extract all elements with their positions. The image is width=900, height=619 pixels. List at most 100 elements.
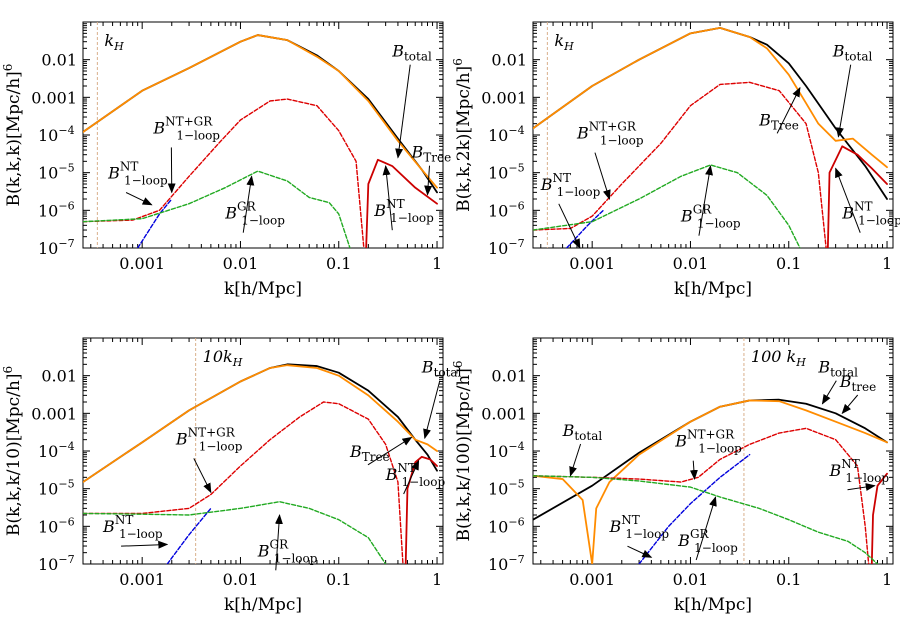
annotation-label: Btotal (817, 358, 858, 380)
annotation-label: BNT 1−loop (107, 160, 168, 188)
y-tick-label: 10−6 (488, 199, 525, 220)
y-tick-label: 10−5 (488, 162, 525, 183)
x-tick-label: 1 (432, 570, 442, 589)
annotation-arrow (594, 152, 611, 200)
y-tick-label: 10−6 (38, 515, 75, 536)
series-b-1-loop-nt-gr (83, 98, 365, 248)
annotation-label: Btotal (832, 42, 873, 64)
series-b-1-loop-nt-ir- (638, 453, 751, 564)
x-tick-label: 0.01 (673, 254, 709, 273)
annotation-label: BNT 1−loop (102, 513, 163, 541)
annotation-label: BTree (411, 143, 452, 165)
annotation-arrow (695, 496, 717, 561)
annotation-label: Btree (839, 372, 877, 394)
annotation-arrow (193, 458, 212, 494)
series-b-1-loop-gr (83, 170, 351, 248)
y-axis-label: B(k,k,k)[Mpc/h]6 (1, 64, 24, 207)
series-group (533, 26, 888, 248)
annotation-label: BNT 1−loop (540, 171, 601, 199)
annotation-arrow (423, 380, 441, 440)
series-b-1-loop-nt (365, 158, 438, 248)
series-b-1-loop-gr (533, 164, 801, 248)
annotation-arrow (847, 483, 876, 491)
y-tick-label: 10−7 (488, 237, 525, 258)
annotation-label: BNT 1−loop (385, 461, 446, 489)
annotation-arrow (558, 203, 581, 249)
series-b-1-loop-nt-ir- (565, 209, 605, 248)
kH-label: 10kH (203, 347, 243, 369)
x-tick-label: 0.1 (326, 254, 351, 273)
series-b-1-loop-nt-gr (533, 427, 870, 564)
y-tick-label: 0.001 (481, 404, 527, 423)
y-tick-label: 10−4 (38, 440, 75, 461)
annotation-label: BGR 1−loop (680, 203, 741, 231)
x-tick-label: 0.001 (119, 254, 165, 273)
y-tick-label: 10−6 (38, 199, 75, 220)
annotation-label: BNT 1−loop (373, 197, 434, 225)
x-tick-label: 0.001 (119, 570, 165, 589)
series-b-1-loop-nt-gr (533, 81, 827, 248)
series-b-1-loop-gr (83, 501, 387, 564)
x-tick-label: 0.01 (223, 254, 259, 273)
annotation-arrow (689, 460, 698, 481)
annotation-arrow (821, 380, 837, 405)
panel-3: 0.001 0.01 0.1 1 10−7 10−6 10−5 10−4 0.001 0.01 10… (1, 337, 462, 615)
series-group (83, 34, 438, 248)
x-tick-label: 0.1 (776, 254, 801, 273)
y-axis-label: B(k,k,k/100)[Mpc/h]6 (451, 360, 474, 541)
annotation-arrow (424, 165, 433, 196)
annotation-label: BNT 1−loop (829, 457, 890, 485)
annotation-label: BNT+GR 1−loop (152, 114, 220, 142)
annotation-arrow (125, 192, 153, 206)
y-axis-label: B(k,k,2k)[Mpc/h]6 (451, 58, 474, 212)
annotation-label: BNT 1−loop (608, 513, 669, 541)
x-tick-label: 0.1 (326, 570, 351, 589)
y-tick-label: 0.01 (491, 367, 527, 386)
y-tick-label: 10−7 (488, 553, 525, 574)
series-b-1-loop-nt (826, 145, 888, 248)
series-b-tree (533, 26, 888, 169)
y-tick-label: 10−4 (488, 124, 525, 145)
x-tick-label: 1 (432, 254, 442, 273)
series-group (533, 398, 888, 564)
series-b-1-loop-nt (404, 455, 438, 564)
x-axis-label: k[h/Mpc] (224, 279, 302, 299)
y-tick-label: 0.001 (31, 404, 77, 423)
annotation-label: BNT+GR 1−loop (175, 425, 243, 453)
annotation-label: BNT+GR 1−loop (674, 428, 742, 456)
x-tick-label: 1 (882, 570, 892, 589)
series-b-1-loop-gr (533, 475, 879, 564)
series-b-tree (533, 399, 888, 564)
annotation-arrow (367, 436, 413, 466)
annotation-arrow (698, 165, 713, 236)
annotation-arrow (242, 175, 255, 233)
annotation-label: BGR 1−loop (224, 200, 285, 228)
annotation-label: BGR 1−loop (257, 537, 318, 565)
annotation-label: BNT+GR 1−loop (576, 120, 644, 148)
y-tick-label: 10−5 (488, 478, 525, 499)
y-tick-label: 0.01 (491, 51, 527, 70)
y-tick-label: 10−6 (488, 515, 525, 536)
x-tick-label: 0.01 (673, 570, 709, 589)
kH-label: 100 kH (751, 347, 806, 369)
series-group (83, 363, 438, 564)
y-tick-label: 10−5 (38, 162, 75, 183)
annotation-arrow (121, 540, 169, 549)
series-b-tree (83, 364, 438, 483)
x-axis-label: k[h/Mpc] (674, 595, 752, 615)
series-b-total (83, 363, 438, 483)
x-tick-label: 0.001 (569, 570, 615, 589)
annotation-label: Btotal (421, 358, 462, 380)
annotation-arrow (835, 167, 861, 233)
annotation-arrow (382, 165, 393, 231)
annotation-arrow (776, 86, 801, 134)
y-axis-label: B(k,k,k/10)[Mpc/h]6 (1, 366, 24, 536)
annotation-arrow (274, 513, 283, 571)
annotation-label: Btotal (562, 421, 603, 443)
series-b-1-loop-nt-ir- (136, 198, 173, 248)
series-b-1-loop-nt (870, 472, 888, 564)
x-axis-label: k[h/Mpc] (224, 595, 302, 615)
panel-2: 0.001 0.01 0.1 1 10−7 10−6 10−5 10−4 0.001 0.01 kH… (451, 21, 900, 299)
y-tick-label: 10−4 (488, 440, 525, 461)
